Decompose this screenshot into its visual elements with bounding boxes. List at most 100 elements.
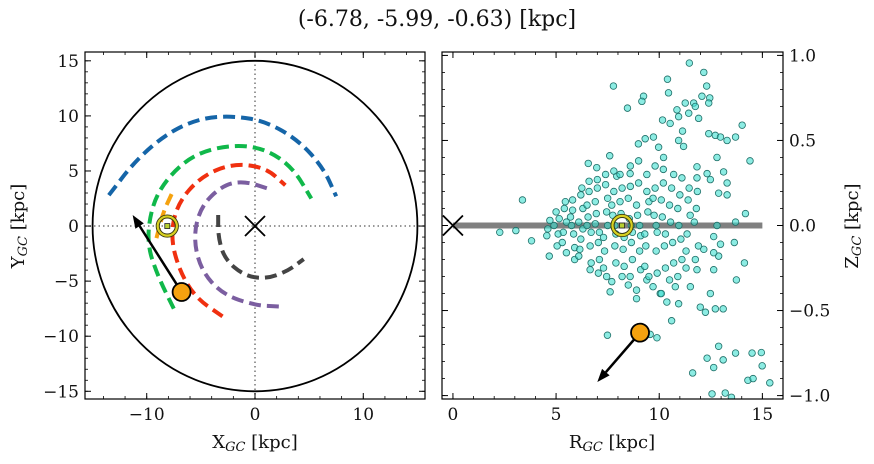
- scatter-point: [638, 97, 646, 106]
- scatter-point: [693, 163, 701, 171]
- scatter-point: [660, 242, 669, 250]
- scatter-point: [644, 208, 652, 216]
- scatter-point: [666, 119, 674, 128]
- scatter-point: [682, 247, 690, 255]
- scatter-point: [626, 162, 635, 170]
- scatter-point: [632, 286, 641, 294]
- scatter-point: [658, 116, 667, 124]
- scatter-point: [749, 374, 757, 383]
- scatter-point: [624, 194, 632, 202]
- scatter-point: [709, 266, 718, 274]
- scatter-point: [716, 240, 725, 248]
- scatter-point: [586, 242, 594, 250]
- scatter-point: [705, 129, 713, 138]
- scatter-point: [723, 136, 731, 145]
- scatter-point: [616, 197, 624, 206]
- scatter-point: [635, 247, 644, 255]
- scatter-point: [691, 102, 700, 111]
- scatter-point: [602, 272, 611, 281]
- scatter-point: [618, 272, 626, 281]
- x-tick-label: 10: [648, 405, 670, 425]
- scatter-point: [578, 184, 586, 192]
- scatter-point: [577, 235, 585, 243]
- y-tick-label: 0.0: [789, 217, 816, 237]
- y-axis-label: YGC [kpc]: [8, 184, 31, 270]
- scatter-point: [591, 197, 599, 206]
- x-axis-label-sub: GC: [225, 440, 245, 455]
- scatter-point: [692, 204, 701, 213]
- y-tick-label: 10: [57, 107, 79, 127]
- scatter-point: [719, 356, 727, 364]
- scatter-point: [714, 252, 723, 260]
- scatter-point: [665, 201, 674, 209]
- y-axis-label-sub: GC: [850, 236, 865, 256]
- scatter-point: [703, 354, 711, 362]
- x-tick-label: 10: [352, 405, 374, 425]
- scatter-point: [723, 191, 731, 199]
- scatter-point: [546, 216, 554, 225]
- scatter-point: [649, 194, 657, 202]
- scatter-point: [527, 237, 536, 245]
- scatter-point: [703, 169, 711, 178]
- sun-ring: [156, 215, 178, 237]
- scatter-point: [669, 259, 678, 267]
- scatter-point: [674, 300, 683, 308]
- scatter-point: [723, 179, 731, 187]
- scatter-point: [608, 201, 616, 209]
- scatter-point: [634, 140, 643, 148]
- scatter-point: [694, 242, 703, 250]
- scatter-point: [674, 136, 683, 145]
- scatter-point: [643, 187, 651, 196]
- axes-frame: [84, 51, 426, 400]
- y-tick-label: −15: [43, 382, 79, 402]
- scatter-point: [741, 209, 750, 218]
- scatter-point: [553, 242, 561, 250]
- scatter-point: [593, 175, 602, 184]
- scatter-point: [686, 211, 694, 219]
- scatter-point: [606, 288, 614, 296]
- scatter-point: [664, 89, 673, 97]
- scatter-point: [603, 194, 612, 202]
- scatter-point: [609, 82, 618, 90]
- scatter-point: [628, 255, 637, 264]
- spiral-arm-4: [193, 180, 279, 309]
- scatter-point: [592, 209, 601, 218]
- scatter-point: [626, 182, 635, 191]
- scatter-point: [575, 218, 583, 226]
- scatter-point: [668, 238, 677, 247]
- scatter-point: [661, 264, 670, 272]
- figure-title: (-6.78, -5.99, -0.63) [kpc]: [298, 7, 576, 32]
- scatter-point: [626, 272, 634, 281]
- scatter-point: [603, 331, 612, 339]
- scatter-point: [543, 232, 551, 240]
- y-axis-label-unit: [kpc]: [8, 184, 29, 236]
- scatter-point: [686, 283, 695, 291]
- scatter-point: [748, 349, 756, 357]
- scatter-point: [583, 201, 591, 209]
- x-tick-label: 15: [752, 405, 774, 425]
- scatter-point: [652, 247, 660, 255]
- scatter-point: [558, 238, 566, 247]
- scatter-point: [561, 197, 570, 206]
- spiral-arm-0: [107, 114, 339, 198]
- scatter-point: [709, 363, 718, 372]
- scatter-point: [568, 196, 577, 204]
- scatter-point: [682, 264, 690, 272]
- scatter-point: [577, 191, 585, 199]
- scatter-point: [709, 232, 718, 241]
- scatter-point: [766, 379, 774, 387]
- sun-outer-ring: [155, 214, 179, 238]
- spiral-arm-1: [146, 144, 314, 310]
- y-tick-label: 1.0: [789, 46, 816, 66]
- y-tick-label: 15: [57, 52, 79, 72]
- scatter-point: [600, 247, 609, 255]
- scatter-point: [691, 255, 700, 264]
- scatter-point: [693, 174, 701, 182]
- scatter-point: [587, 228, 595, 237]
- scatter-point: [685, 59, 694, 67]
- y-axis-label-sub: GC: [16, 236, 31, 256]
- scatter-point: [677, 235, 685, 243]
- spiral-arm-5: [216, 215, 305, 280]
- scatter-point: [706, 175, 715, 184]
